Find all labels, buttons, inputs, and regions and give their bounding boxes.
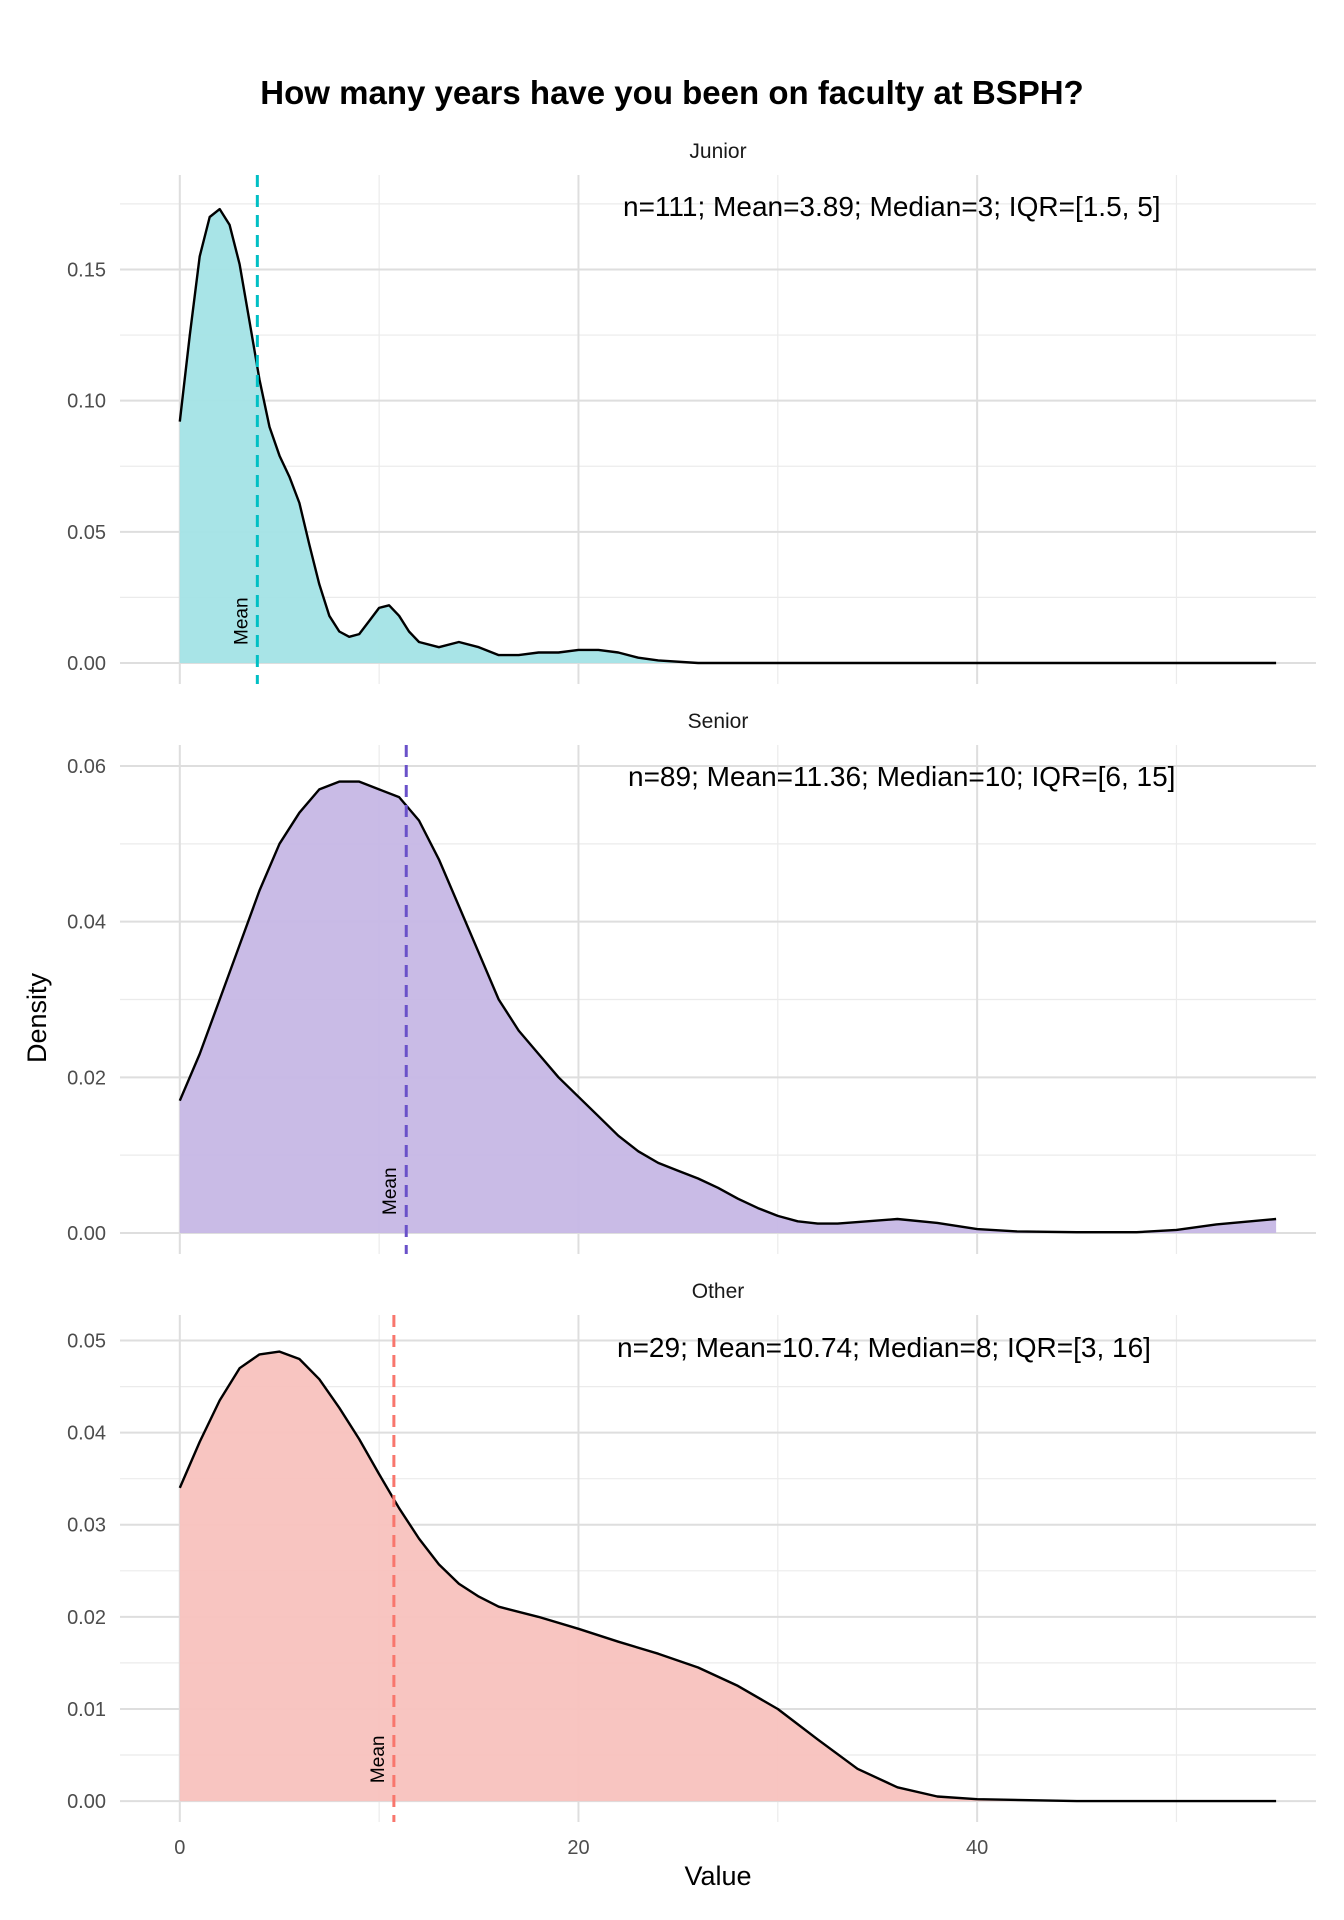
density-area-other [179, 1351, 1277, 1802]
facet-strip-other: Other [692, 1280, 745, 1303]
x-tick-label: 0 [174, 1837, 185, 1859]
density-area-senior [179, 781, 1277, 1233]
y-tick-label: 0.15 [67, 259, 106, 281]
chart-title: How many years have you been on faculty … [260, 74, 1083, 111]
mean-label: Mean [380, 1167, 401, 1215]
mean-label: Mean [231, 597, 252, 645]
x-tick-label: 20 [567, 1837, 589, 1859]
y-tick-label: 0.02 [67, 1067, 106, 1089]
y-tick-label: 0.04 [67, 1423, 106, 1445]
y-tick-label: 0.02 [67, 1607, 106, 1629]
stats-annotation: n=89; Mean=11.36; Median=10; IQR=[6, 15] [628, 761, 1175, 792]
facet-strip-senior: Senior [688, 710, 749, 733]
density-line-other [178, 1350, 1277, 1803]
y-tick-label: 0.10 [67, 391, 106, 413]
x-tick-label: 40 [966, 1837, 988, 1859]
mean-label: Mean [368, 1736, 389, 1784]
panels-layer: 0.00 0.05 0.10 0.15 Mean Junior n=111; Mean=3.… [67, 140, 1316, 1859]
stats-annotation: n=111; Mean=3.89; Median=3; IQR=[1.5, 5] [623, 191, 1161, 222]
density-line-senior [178, 780, 1277, 1234]
y-tick-label: 0.03 [67, 1515, 106, 1537]
y-tick-label: 0.05 [67, 522, 106, 544]
y-tick-label: 0.01 [67, 1699, 106, 1721]
panel-other: 0.00 0.01 0.02 0.03 0.04 0.05 Mean Other n=29; M… [67, 1280, 1316, 1822]
facet-strip-junior: Junior [689, 140, 746, 163]
density-line-junior [178, 207, 1277, 665]
panel-senior: 0.00 0.02 0.04 0.06 Mean Senior n=89; Mean=11.… [67, 710, 1316, 1254]
y-tick-label: 0.04 [67, 912, 106, 934]
density-area-junior [179, 209, 1277, 663]
y-axis-title: Density [22, 972, 52, 1063]
y-tick-label: 0.00 [67, 1223, 106, 1245]
x-axis-title: Value [684, 1861, 751, 1891]
stats-annotation: n=29; Mean=10.74; Median=8; IQR=[3, 16] [617, 1332, 1151, 1363]
y-tick-label: 0.05 [67, 1331, 106, 1353]
y-tick-label: 0.00 [67, 653, 106, 675]
y-tick-label: 0.06 [67, 756, 106, 778]
y-tick-label: 0.00 [67, 1791, 106, 1813]
panel-junior: 0.00 0.05 0.10 0.15 Mean Junior n=111; Mean=3.… [67, 140, 1316, 684]
